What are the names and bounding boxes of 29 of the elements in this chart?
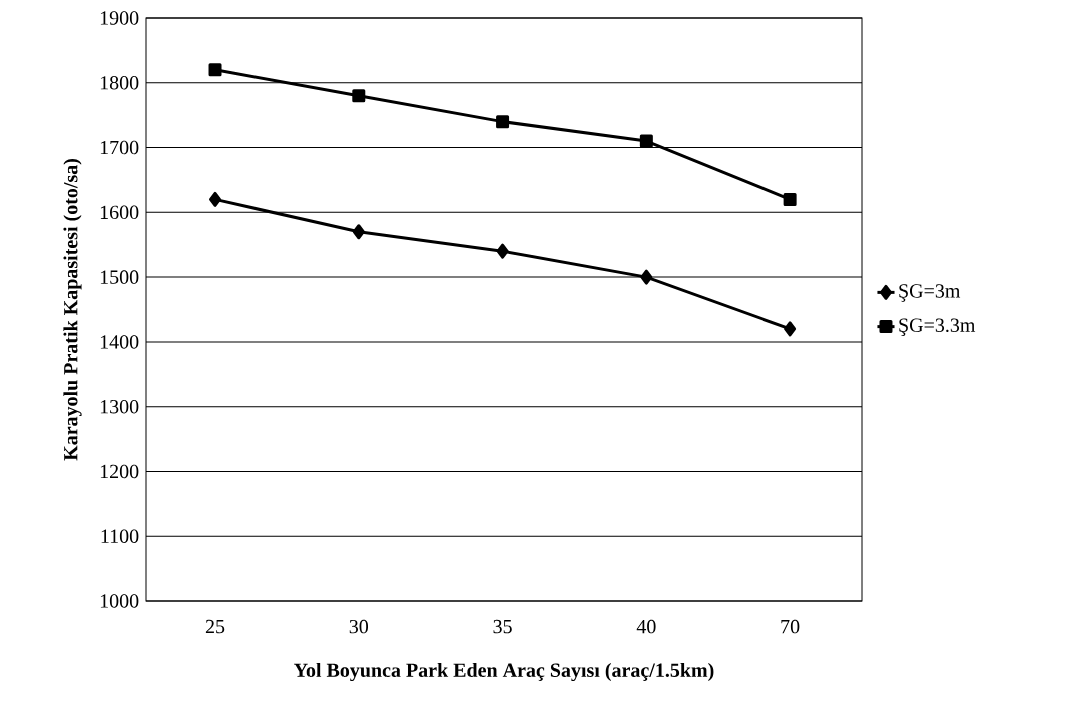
point <box>496 243 509 259</box>
x-tick-label: 25 <box>205 619 225 634</box>
x-tick-label: 70 <box>781 619 800 634</box>
point <box>783 192 797 206</box>
y-tick-label: 1000 <box>100 594 139 608</box>
y-tick-label: 1600 <box>100 205 139 220</box>
point <box>784 321 797 337</box>
legend-label: ŞG=3m <box>899 284 961 302</box>
point <box>352 89 366 103</box>
x-tick-label: 40 <box>636 619 656 634</box>
y-tick-label: 1100 <box>101 529 139 543</box>
point <box>640 269 653 285</box>
y-tick-label: 1700 <box>100 140 139 155</box>
y-tick-label: 1800 <box>100 76 139 90</box>
y-tick-label: 1900 <box>100 11 139 25</box>
y-tick-label: 1200 <box>100 464 139 479</box>
point <box>209 191 222 207</box>
x-tick-label: 30 <box>349 619 369 634</box>
point <box>352 224 365 240</box>
point <box>496 115 510 129</box>
legend-label: ŞG=3.3m <box>899 318 976 336</box>
x-axis-title: Yol Boyunca Park Eden Araç Sayısı (araç/1.5km) <box>294 662 714 682</box>
y-tick-label: 1400 <box>100 335 139 349</box>
y-tick-label: 1500 <box>100 270 139 284</box>
x-tick-label: 35 <box>493 619 512 634</box>
y-tick-label: 1300 <box>100 399 139 414</box>
point <box>639 134 653 148</box>
point <box>208 63 222 77</box>
y-axis-title: Karayolu Pratik Kapasitesi (oto/sa) <box>63 159 82 461</box>
